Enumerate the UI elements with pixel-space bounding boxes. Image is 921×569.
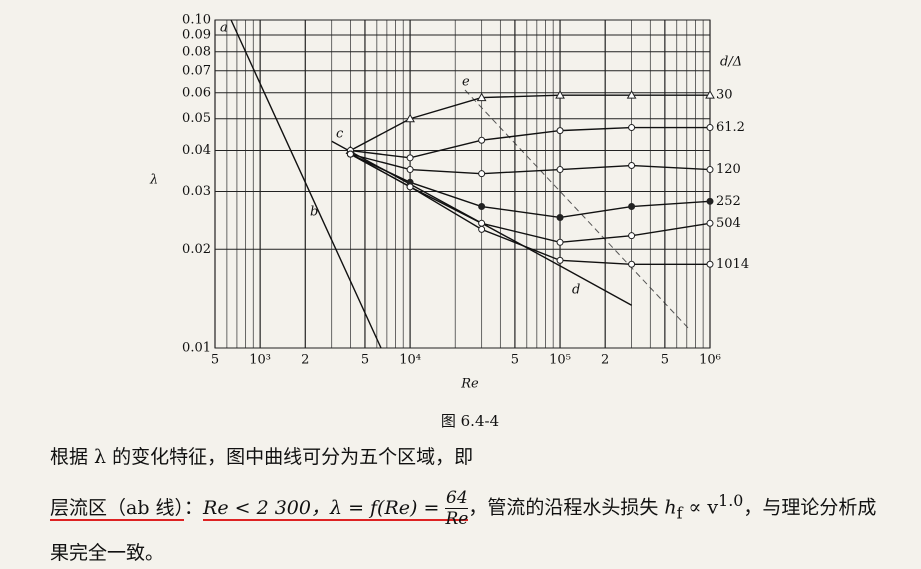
denominator: Re <box>445 509 469 529</box>
legend-entry: 504 <box>716 216 741 231</box>
x-tick-label: 5 <box>511 353 519 368</box>
legend-entry: 252 <box>716 194 741 209</box>
smooth-line <box>331 140 632 306</box>
curve <box>350 153 710 265</box>
x-tick-label: 2 <box>301 353 309 368</box>
marker <box>406 183 414 191</box>
laminar-line <box>230 19 382 349</box>
x-tick-label: 10⁴ <box>399 353 421 368</box>
marker <box>555 90 565 99</box>
fraction: 64 Re <box>445 488 469 529</box>
term: 层流区（ab 线） <box>50 496 185 521</box>
y-tick-label: 0.03 <box>182 184 211 199</box>
text: ，管流的沿程水头损失 <box>468 496 665 519</box>
marker <box>628 162 636 170</box>
text: ∝ v <box>682 496 719 519</box>
annotation: b <box>310 205 318 220</box>
marker <box>556 127 564 135</box>
subscript: f <box>676 503 683 523</box>
legend-entry: 1014 <box>716 257 749 272</box>
legend-entry: 120 <box>716 162 741 177</box>
marker <box>628 124 636 132</box>
superscript: 1.0 <box>718 491 744 511</box>
x-tick-label: 2 <box>601 353 609 368</box>
legend-entry: 61.2 <box>716 120 745 135</box>
marker <box>478 170 486 178</box>
plot-frame <box>214 19 711 349</box>
marker <box>478 225 486 233</box>
figure: λ Re d/Δ 图 6.4-4 a b c d e 5 10³ 2 5 10⁴ 5 10⁵… <box>149 13 749 431</box>
numerator: 64 <box>445 488 469 509</box>
marker <box>628 232 636 240</box>
marker <box>476 92 487 102</box>
x-tick-label: 5 <box>361 353 369 368</box>
formula-text: Re < 2 300，λ = f(Re) = <box>203 496 446 519</box>
symbol: h <box>664 496 677 519</box>
y-tick-label: 0.10 <box>182 13 211 28</box>
paragraph-line: 层流区（ab 线）：Re < 2 300，λ = f(Re) = 64 Re ，管流… <box>50 488 876 529</box>
text: ： <box>184 496 204 519</box>
marker <box>556 213 564 221</box>
curve <box>350 94 710 152</box>
x-tick-label: 10⁶ <box>699 353 721 368</box>
marker <box>706 260 714 268</box>
marker <box>706 219 714 227</box>
y-tick-label: 0.04 <box>182 143 211 158</box>
marker <box>478 219 486 227</box>
marker <box>406 154 414 162</box>
marker <box>706 197 714 205</box>
y-tick-label: 0.01 <box>182 341 211 356</box>
marker <box>628 260 636 268</box>
x-axis-label: Re <box>460 377 479 392</box>
marker <box>478 136 486 144</box>
paragraph-line: 根据 λ 的变化特征，图中曲线可分为五个区域，即 <box>50 446 474 468</box>
dashed-guide <box>464 89 691 331</box>
y-tick-label: 0.07 <box>182 63 211 78</box>
y-axis-label: λ <box>149 173 158 188</box>
x-tick-label: 10⁵ <box>549 353 571 368</box>
y-tick-label: 0.05 <box>182 111 211 126</box>
marker <box>346 150 354 158</box>
y-tick-label: 0.02 <box>182 242 211 257</box>
marker <box>556 238 564 246</box>
y-tick-label: 0.09 <box>182 28 211 43</box>
marker <box>628 203 636 211</box>
marker <box>405 113 415 123</box>
curve <box>350 126 710 159</box>
paragraph-line: 果完全一致。 <box>50 542 165 564</box>
x-tick-label: 10³ <box>249 353 271 368</box>
marker <box>406 166 414 174</box>
marker <box>478 203 486 211</box>
annotation: c <box>336 127 344 142</box>
curve <box>350 153 711 175</box>
marker <box>556 166 564 174</box>
x-tick-label: 5 <box>661 353 669 368</box>
legend-entry: 30 <box>716 88 733 103</box>
annotation: d <box>572 283 580 298</box>
marker <box>556 256 564 264</box>
marker <box>626 90 637 99</box>
text: ，与理论分析成 <box>743 496 877 519</box>
legend-title: d/Δ <box>720 55 742 70</box>
y-tick-label: 0.06 <box>182 85 211 100</box>
x-tick-label: 5 <box>211 353 219 368</box>
formula: Re < 2 300，λ = f(Re) = 64 Re <box>203 488 469 529</box>
caption: 图 6.4-4 <box>441 412 499 430</box>
curve <box>350 153 711 219</box>
marker <box>705 90 715 99</box>
annotation: e <box>462 75 470 90</box>
marker <box>706 166 714 174</box>
annotation: a <box>220 21 228 36</box>
y-tick-label: 0.08 <box>182 44 211 59</box>
marker <box>706 124 714 132</box>
